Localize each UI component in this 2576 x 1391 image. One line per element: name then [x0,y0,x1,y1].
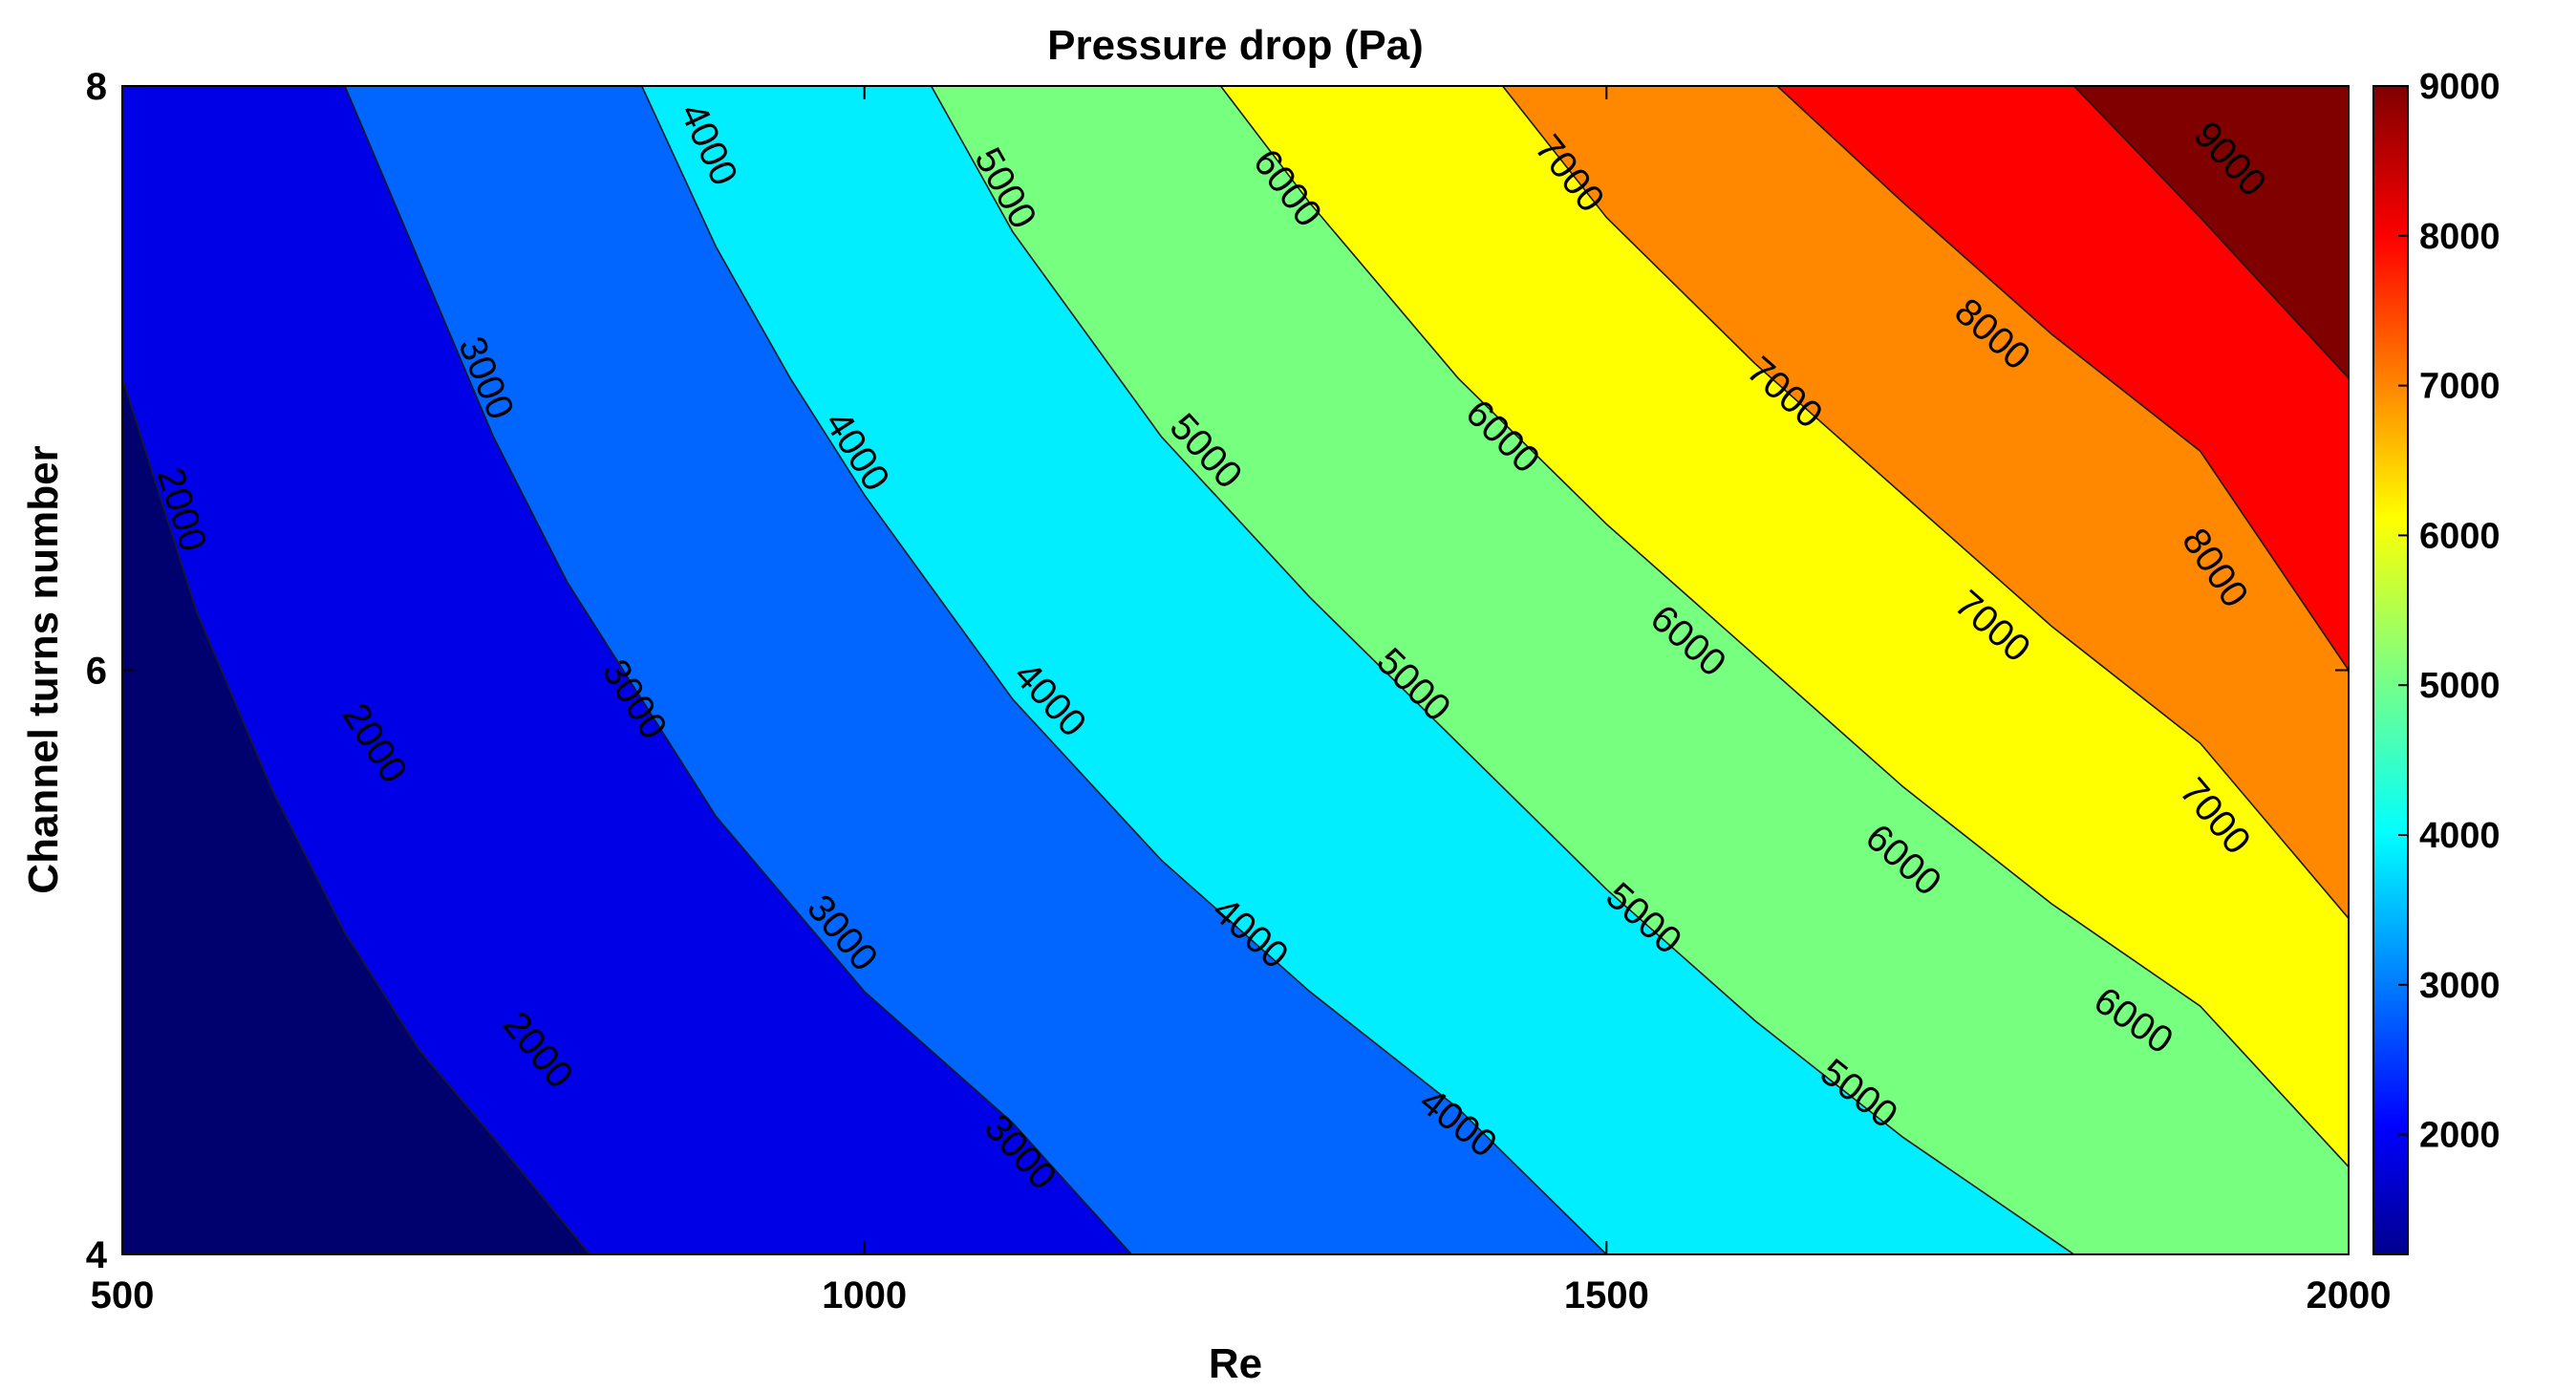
colorbar: 2000 3000 4000 5000 6000 7000 8000 9000 [2372,67,2501,1255]
band-above-9000 [2073,86,2349,378]
x-axis-label: Re [1209,1340,1262,1387]
colorbar-gradient [2372,85,2409,1255]
colorbar-tick-label: 9000 [2419,67,2501,107]
colorbar-tick-label: 2000 [2419,1116,2501,1156]
colorbar-tick-label: 8000 [2419,217,2501,257]
contour-line-9000 [2073,86,2349,379]
contour-fill-bands [122,86,2349,1254]
contour-line-4000 [640,86,1607,1254]
contour-lines [122,86,2349,1254]
colorbar-tick-label: 3000 [2419,966,2501,1006]
x-tick-label: 500 [91,1274,155,1316]
y-axis-ticks: 4 6 8 [86,66,2349,1276]
plot-area: 2000200020003000300030003000400040004000… [122,86,2349,1254]
contour-line-2000 [122,377,590,1254]
contour-line-5000 [930,86,2075,1254]
colorbar-tick-label: 6000 [2419,516,2501,556]
chart-title: Pressure drop (Pa) [1047,22,1424,69]
contour-line-3000 [344,86,1132,1254]
colorbar-tick-label: 4000 [2419,816,2501,856]
x-tick-label: 1500 [1564,1274,1649,1316]
colorbar-tick-label: 7000 [2419,367,2501,407]
x-axis-ticks: 500 1000 1500 2000 [91,86,2392,1316]
y-tick-label: 8 [86,66,107,108]
band-above-8000 [1776,86,2349,671]
y-axis-label: Channel turns number [20,445,67,893]
y-tick-label: 4 [86,1234,108,1276]
x-tick-label: 1000 [822,1274,907,1316]
y-tick-label: 6 [86,651,107,693]
x-tick-label: 2000 [2307,1274,2392,1316]
contour-line-7000 [1501,86,2349,919]
contour-line-6000 [1219,86,2349,1167]
colorbar-tick-label: 5000 [2419,666,2501,706]
contour-line-8000 [1776,86,2349,671]
